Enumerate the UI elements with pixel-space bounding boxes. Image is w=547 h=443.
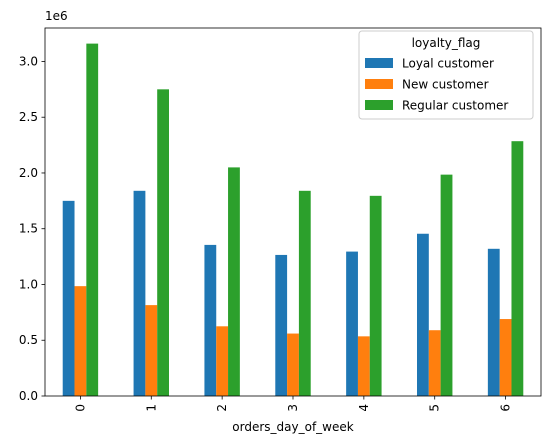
legend-box bbox=[358, 30, 534, 120]
y-tick-label: 1.0 bbox=[19, 277, 38, 291]
legend-title: loyalty_flag bbox=[412, 36, 481, 50]
x-tick-label-3: 3 bbox=[286, 404, 300, 412]
bar-regular-customer-day-4 bbox=[369, 195, 382, 396]
x-tick-label-1: 1 bbox=[144, 404, 158, 412]
bars-layer bbox=[62, 43, 524, 397]
bar-regular-customer-day-2 bbox=[228, 167, 240, 396]
bar-new-customer-day-0 bbox=[74, 286, 87, 396]
x-tick-label-0: 0 bbox=[73, 404, 87, 412]
x-tick-label-4: 4 bbox=[357, 404, 371, 412]
bar-new-customer-day-5 bbox=[428, 330, 441, 396]
bar-loyal-customer-day-2 bbox=[204, 244, 217, 396]
y-axis: 0.0 0.5 1.0 1.5 2.0 2.5 3.0 bbox=[19, 54, 45, 403]
x-axis: 0 1 2 3 4 5 6 bbox=[73, 396, 513, 412]
x-tick-label-5: 5 bbox=[428, 404, 442, 412]
bar-regular-customer-day-6 bbox=[511, 141, 524, 396]
y-tick-label: 1.5 bbox=[19, 222, 38, 236]
y-offset-label: 1e6 bbox=[45, 9, 68, 23]
legend-label-loyal-customer: Loyal customer bbox=[402, 57, 494, 71]
x-tick-label-2: 2 bbox=[215, 404, 229, 412]
bar-regular-customer-day-5 bbox=[440, 174, 453, 396]
legend: loyalty_flag Loyal customer New customer R… bbox=[358, 30, 534, 120]
x-tick-label-6: 6 bbox=[499, 404, 513, 412]
y-tick-label: 0.5 bbox=[19, 333, 38, 347]
legend-swatch-loyal-customer bbox=[365, 58, 393, 68]
bar-new-customer-day-6 bbox=[499, 319, 512, 396]
bar-loyal-customer-day-3 bbox=[275, 254, 288, 396]
y-tick-label: 3.0 bbox=[19, 54, 38, 68]
bar-regular-customer-day-3 bbox=[298, 190, 311, 396]
bar-new-customer-day-1 bbox=[145, 305, 158, 396]
bar-new-customer-day-3 bbox=[287, 333, 299, 396]
legend-swatch-regular-customer bbox=[365, 100, 393, 110]
bar-regular-customer-day-0 bbox=[86, 43, 99, 397]
bar-regular-customer-day-1 bbox=[157, 89, 169, 396]
legend-label-new-customer: New customer bbox=[402, 78, 489, 92]
y-tick-label: 0.0 bbox=[19, 389, 38, 403]
y-tick-label: 2.5 bbox=[19, 110, 38, 124]
legend-swatch-new-customer bbox=[365, 79, 393, 89]
x-axis-title: orders_day_of_week bbox=[232, 420, 353, 434]
bar-loyal-customer-day-4 bbox=[346, 251, 358, 396]
bar-loyal-customer-day-6 bbox=[487, 248, 500, 396]
bar-new-customer-day-2 bbox=[216, 326, 229, 396]
bar-new-customer-day-4 bbox=[357, 336, 370, 396]
legend-label-regular-customer: Regular customer bbox=[402, 99, 508, 113]
plot-frame bbox=[44, 27, 542, 397]
bar-loyal-customer-day-0 bbox=[62, 200, 75, 396]
bar-loyal-customer-day-1 bbox=[133, 190, 146, 396]
y-tick-label: 2.0 bbox=[19, 166, 38, 180]
bar-loyal-customer-day-5 bbox=[417, 233, 429, 396]
